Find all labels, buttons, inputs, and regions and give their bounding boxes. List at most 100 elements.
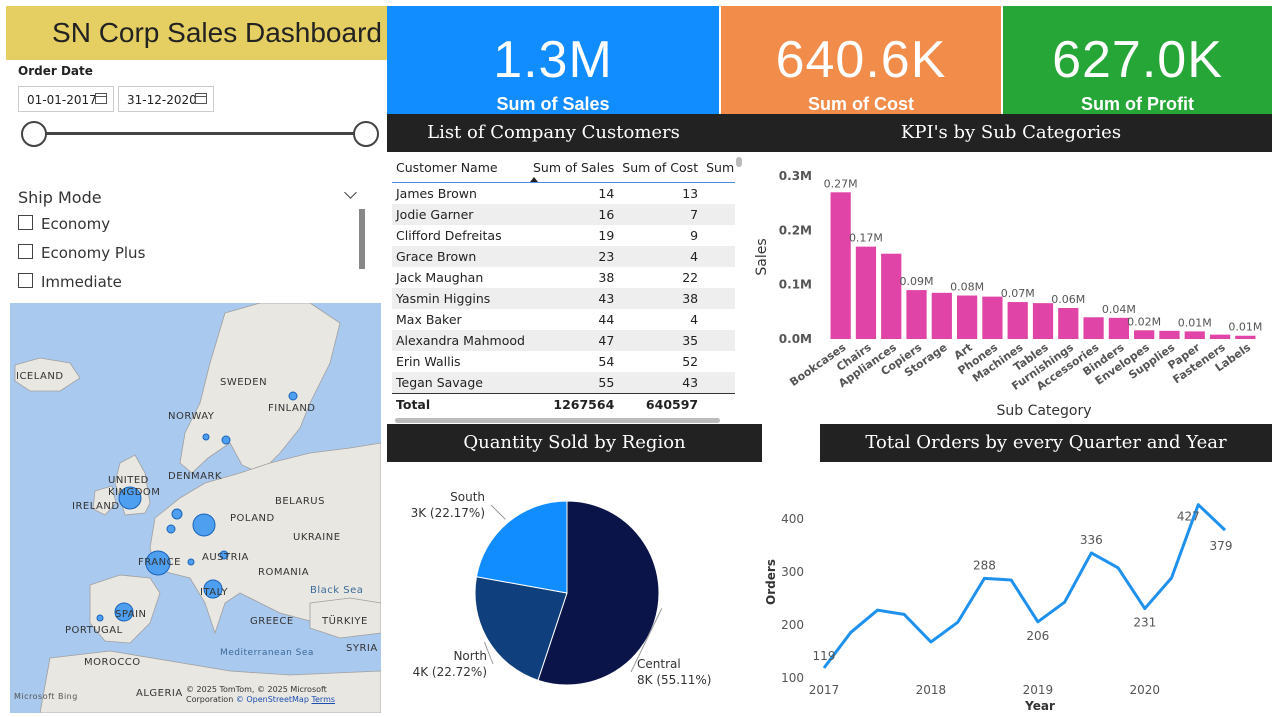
date-slider-end-handle[interactable] (353, 121, 379, 147)
line-point[interactable] (954, 618, 962, 626)
map-label-black-sea: Black Sea (310, 585, 363, 596)
line-point[interactable] (1168, 574, 1176, 582)
y-tick-label: 400 (781, 512, 804, 526)
checkbox[interactable] (18, 273, 33, 288)
bar[interactable] (1008, 302, 1028, 339)
col-sum-of-sales[interactable]: Sum of Sales (529, 152, 618, 183)
map-bubble[interactable] (222, 436, 230, 444)
line-point[interactable] (1194, 501, 1202, 509)
table-header-row: Customer Name Sum of Sales Sum of Cost S… (392, 152, 735, 183)
chevron-down-icon[interactable] (344, 186, 357, 199)
col-sum-of-cost[interactable]: Sum of Cost (618, 152, 702, 183)
cost-cell: 13 (618, 183, 702, 205)
table-row[interactable]: Max Baker 44 4 (392, 309, 735, 330)
line-point[interactable] (900, 610, 908, 618)
ship-mode-scrollbar[interactable] (359, 209, 365, 269)
start-date-input[interactable]: 01-01-2017 (18, 86, 114, 112)
bar[interactable] (856, 247, 876, 339)
map-bubble[interactable] (289, 392, 297, 400)
sales-cell: 47 (529, 330, 618, 351)
sales-cell: 44 (529, 309, 618, 330)
map-bubble[interactable] (193, 514, 215, 536)
line-point[interactable] (847, 628, 855, 636)
pie-slice-value: 4K (22.72%) (413, 665, 487, 679)
total-cost: 640597 (618, 394, 702, 416)
checkbox[interactable] (18, 215, 33, 230)
map-bubble[interactable] (188, 559, 194, 565)
bar[interactable] (957, 296, 977, 339)
line-point[interactable] (980, 574, 988, 582)
ship-mode-option-economy-plus[interactable]: Economy Plus (18, 244, 145, 262)
bar[interactable] (932, 293, 952, 339)
total-sales: 1267564 (529, 394, 618, 416)
table-row[interactable]: Alexandra Mahmood 47 35 (392, 330, 735, 351)
col-customer-name[interactable]: Customer Name (392, 152, 529, 183)
bar-data-label: 0.02M (1127, 315, 1161, 328)
line-point[interactable] (1221, 526, 1229, 534)
bar[interactable] (1109, 318, 1129, 339)
col-sum-of-profit[interactable]: Sum o (702, 152, 735, 183)
table-row[interactable]: James Brown 14 13 (392, 183, 735, 205)
subcategory-chart-title: KPI's by Sub Categories (750, 114, 1272, 152)
bar[interactable] (1185, 331, 1205, 339)
map-bubble[interactable] (172, 509, 182, 519)
line-point[interactable] (1141, 605, 1149, 613)
line-point[interactable] (1087, 549, 1095, 557)
map-label-austria: AUSTRIA (202, 552, 249, 563)
checkbox[interactable] (18, 244, 33, 259)
line-point[interactable] (1007, 576, 1015, 584)
bar[interactable] (1210, 335, 1230, 339)
line-point[interactable] (1061, 598, 1069, 606)
table-row[interactable]: Tegan Savage 55 43 (392, 372, 735, 394)
line-point[interactable] (1034, 618, 1042, 626)
europe-map[interactable]: ICELAND SWEDEN FINLAND NORWAY UNITED KIN… (10, 303, 381, 713)
table-row[interactable]: Grace Brown 23 4 (392, 246, 735, 267)
customer-name-cell: Alexandra Mahmood (392, 330, 529, 351)
pie-slice[interactable] (476, 501, 567, 593)
profit-cell (702, 183, 735, 205)
table-row[interactable]: Yasmin Higgins 43 38 (392, 288, 735, 309)
bar[interactable] (1033, 303, 1053, 339)
ship-mode-option-economy[interactable]: Economy (18, 215, 110, 233)
bar[interactable] (1159, 331, 1179, 339)
line-point[interactable] (927, 638, 935, 646)
bar[interactable] (1235, 336, 1255, 339)
calendar-icon[interactable] (95, 93, 107, 104)
sales-cell: 16 (529, 204, 618, 225)
bar[interactable] (982, 297, 1002, 339)
table-vertical-scrollbar[interactable] (736, 157, 742, 167)
map-bubble[interactable] (97, 615, 103, 621)
line-data-label: 119 (813, 649, 836, 663)
orders-chart-title: Total Orders by every Quarter and Year (820, 424, 1272, 462)
ship-mode-option-immediate[interactable]: Immediate (18, 273, 122, 291)
map-bubble[interactable] (167, 525, 175, 533)
line-point[interactable] (820, 664, 828, 672)
date-slider-start-handle[interactable] (21, 121, 47, 147)
bar[interactable] (1058, 308, 1078, 339)
bar[interactable] (881, 254, 901, 339)
date-slider-track[interactable] (33, 132, 366, 135)
table-row[interactable]: Jodie Garner 16 7 (392, 204, 735, 225)
bar[interactable] (1083, 317, 1103, 339)
line-data-label: 231 (1133, 616, 1156, 630)
table-row[interactable]: Jack Maughan 38 22 (392, 267, 735, 288)
calendar-icon[interactable] (195, 93, 207, 104)
bar[interactable] (906, 290, 926, 339)
bar[interactable] (831, 192, 851, 339)
map-label-morocco: MOROCCO (84, 657, 141, 668)
table-row[interactable]: Clifford Defreitas 19 9 (392, 225, 735, 246)
table-row[interactable]: Erin Wallis 54 52 (392, 351, 735, 372)
map-label-iceland: ICELAND (16, 371, 64, 382)
map-terms-link[interactable]: Terms (311, 695, 335, 704)
line-point[interactable] (873, 606, 881, 614)
map-label-france: FRANCE (138, 557, 181, 568)
end-date-input[interactable]: 31-12-2020 (118, 86, 214, 112)
orders-line[interactable] (824, 505, 1225, 668)
bar[interactable] (1134, 330, 1154, 339)
pie-slice-name: North (453, 649, 487, 663)
table-horizontal-scrollbar[interactable] (395, 418, 720, 423)
line-point[interactable] (1114, 564, 1122, 572)
map-osm-link[interactable]: © OpenStreetMap (236, 695, 309, 704)
cost-cell: 22 (618, 267, 702, 288)
map-bubble[interactable] (203, 434, 209, 440)
